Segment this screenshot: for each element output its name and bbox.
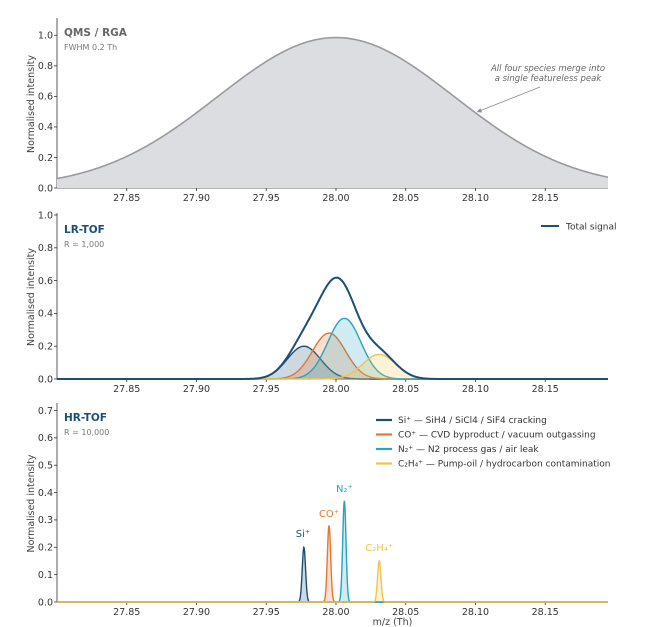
y-tick-label: 0.0 <box>38 183 53 194</box>
panel-title: HR-TOF <box>64 412 107 424</box>
y-tick-label: 0.2 <box>38 342 53 353</box>
panel-1: 0.0 0.2 0.4 0.6 0.8 1.0 27.85 27.90 27.95 28.00 28… <box>26 18 608 204</box>
y-tick-label: 0.0 <box>38 597 53 608</box>
legend-label-3: N₂⁺ — N2 process gas / air leak <box>398 445 539 455</box>
y-tick-label: 0.0 <box>38 374 53 385</box>
x-tick-label: 28.05 <box>392 193 419 204</box>
x-tick-label: 28.10 <box>462 607 489 618</box>
qms-peak-area <box>57 37 608 188</box>
species-line-2 <box>57 525 608 603</box>
y-tick-label: 1.0 <box>38 31 53 42</box>
peak-label-3: N₂⁺ <box>336 484 353 495</box>
y-tick-label: 0.6 <box>38 276 53 287</box>
plot-area <box>57 276 608 380</box>
y-axis-label: Normalised intensity <box>26 248 37 346</box>
x-tick-label: 28.00 <box>322 384 349 395</box>
legend-label-total: Total signal <box>565 223 617 233</box>
annotation-arrow <box>476 86 541 113</box>
panel-title: QMS / RGA <box>64 27 128 39</box>
y-axis-label: Normalised intensity <box>26 454 37 552</box>
y-tick-label: 0.1 <box>38 570 53 581</box>
x-tick-label: 27.85 <box>113 193 140 204</box>
plot-area <box>57 500 608 603</box>
total-signal-line <box>57 276 608 380</box>
x-tick-label: 27.85 <box>113 607 140 618</box>
peak-label-1: Si⁺ <box>296 529 310 540</box>
legend-label-4: C₂H₄⁺ — Pump-oil / hydrocarbon contamina… <box>398 460 611 470</box>
y-tick-label: 0.4 <box>38 122 53 133</box>
species-area-3 <box>57 318 608 379</box>
x-tick-label: 27.95 <box>253 384 280 395</box>
x-tick-label: 27.85 <box>113 384 140 395</box>
species-line-4 <box>57 559 608 603</box>
x-tick-label: 27.90 <box>183 384 210 395</box>
y-tick-label: 0.3 <box>38 515 53 526</box>
x-tick-label: 28.15 <box>532 193 559 204</box>
x-axis-label: m/z (Th) <box>373 617 413 627</box>
panel-subtitle: R = 1,000 <box>64 240 104 249</box>
panel-title: LR-TOF <box>64 224 105 236</box>
x-tick-label: 28.10 <box>462 193 489 204</box>
y-tick-label: 0.2 <box>38 543 53 554</box>
x-tick-label: 28.00 <box>322 193 349 204</box>
x-tick-label: 28.15 <box>532 607 559 618</box>
y-tick-label: 0.2 <box>38 153 53 164</box>
y-tick-label: 0.6 <box>38 92 53 103</box>
y-tick-label: 0.6 <box>38 433 53 444</box>
x-tick-label: 28.10 <box>462 384 489 395</box>
panel-3: 0.0 0.1 0.2 0.3 0.4 0.5 0.6 0.7 27.85 27.90 27.95 2… <box>26 403 611 627</box>
legend-label-1: Si⁺ — SiH4 / SiCl4 / SiF4 cracking <box>398 416 547 426</box>
annotation-text-2: a single featureless peak <box>495 74 603 84</box>
y-tick-label: 0.8 <box>38 61 53 72</box>
y-axis-label: Normalised intensity <box>26 55 37 153</box>
y-tick-label: 0.4 <box>38 488 53 499</box>
peak-label-4: C₂H₄⁺ <box>365 543 393 554</box>
y-tick-label: 1.0 <box>38 210 53 221</box>
qms-peak-line <box>57 36 608 180</box>
panel-subtitle: R = 10,000 <box>64 428 109 437</box>
legend-label-2: CO⁺ — CVD byproduct / vacuum outgassing <box>398 431 596 441</box>
y-tick-label: 0.5 <box>38 460 53 471</box>
x-tick-label: 28.05 <box>392 607 419 618</box>
x-tick-label: 27.95 <box>253 607 280 618</box>
x-tick-label: 27.90 <box>183 193 210 204</box>
y-tick-label: 0.8 <box>38 243 53 254</box>
species-area-2 <box>57 333 608 379</box>
panel-subtitle: FWHM 0.2 Th <box>64 43 117 52</box>
plot-area <box>57 36 608 188</box>
x-tick-label: 28.00 <box>322 607 349 618</box>
y-tick-label: 0.7 <box>38 406 53 417</box>
x-tick-label: 27.90 <box>183 607 210 618</box>
x-tick-label: 28.05 <box>392 384 419 395</box>
panel-2: 0.0 0.2 0.4 0.6 0.8 1.0 27.85 27.90 27.95 28.00 28… <box>26 210 617 395</box>
y-tick-label: 0.4 <box>38 309 53 320</box>
annotation-text-1: All four species merge into <box>490 64 605 74</box>
peak-label-2: CO⁺ <box>319 509 339 520</box>
x-tick-label: 28.15 <box>532 384 559 395</box>
x-tick-label: 27.95 <box>253 193 280 204</box>
